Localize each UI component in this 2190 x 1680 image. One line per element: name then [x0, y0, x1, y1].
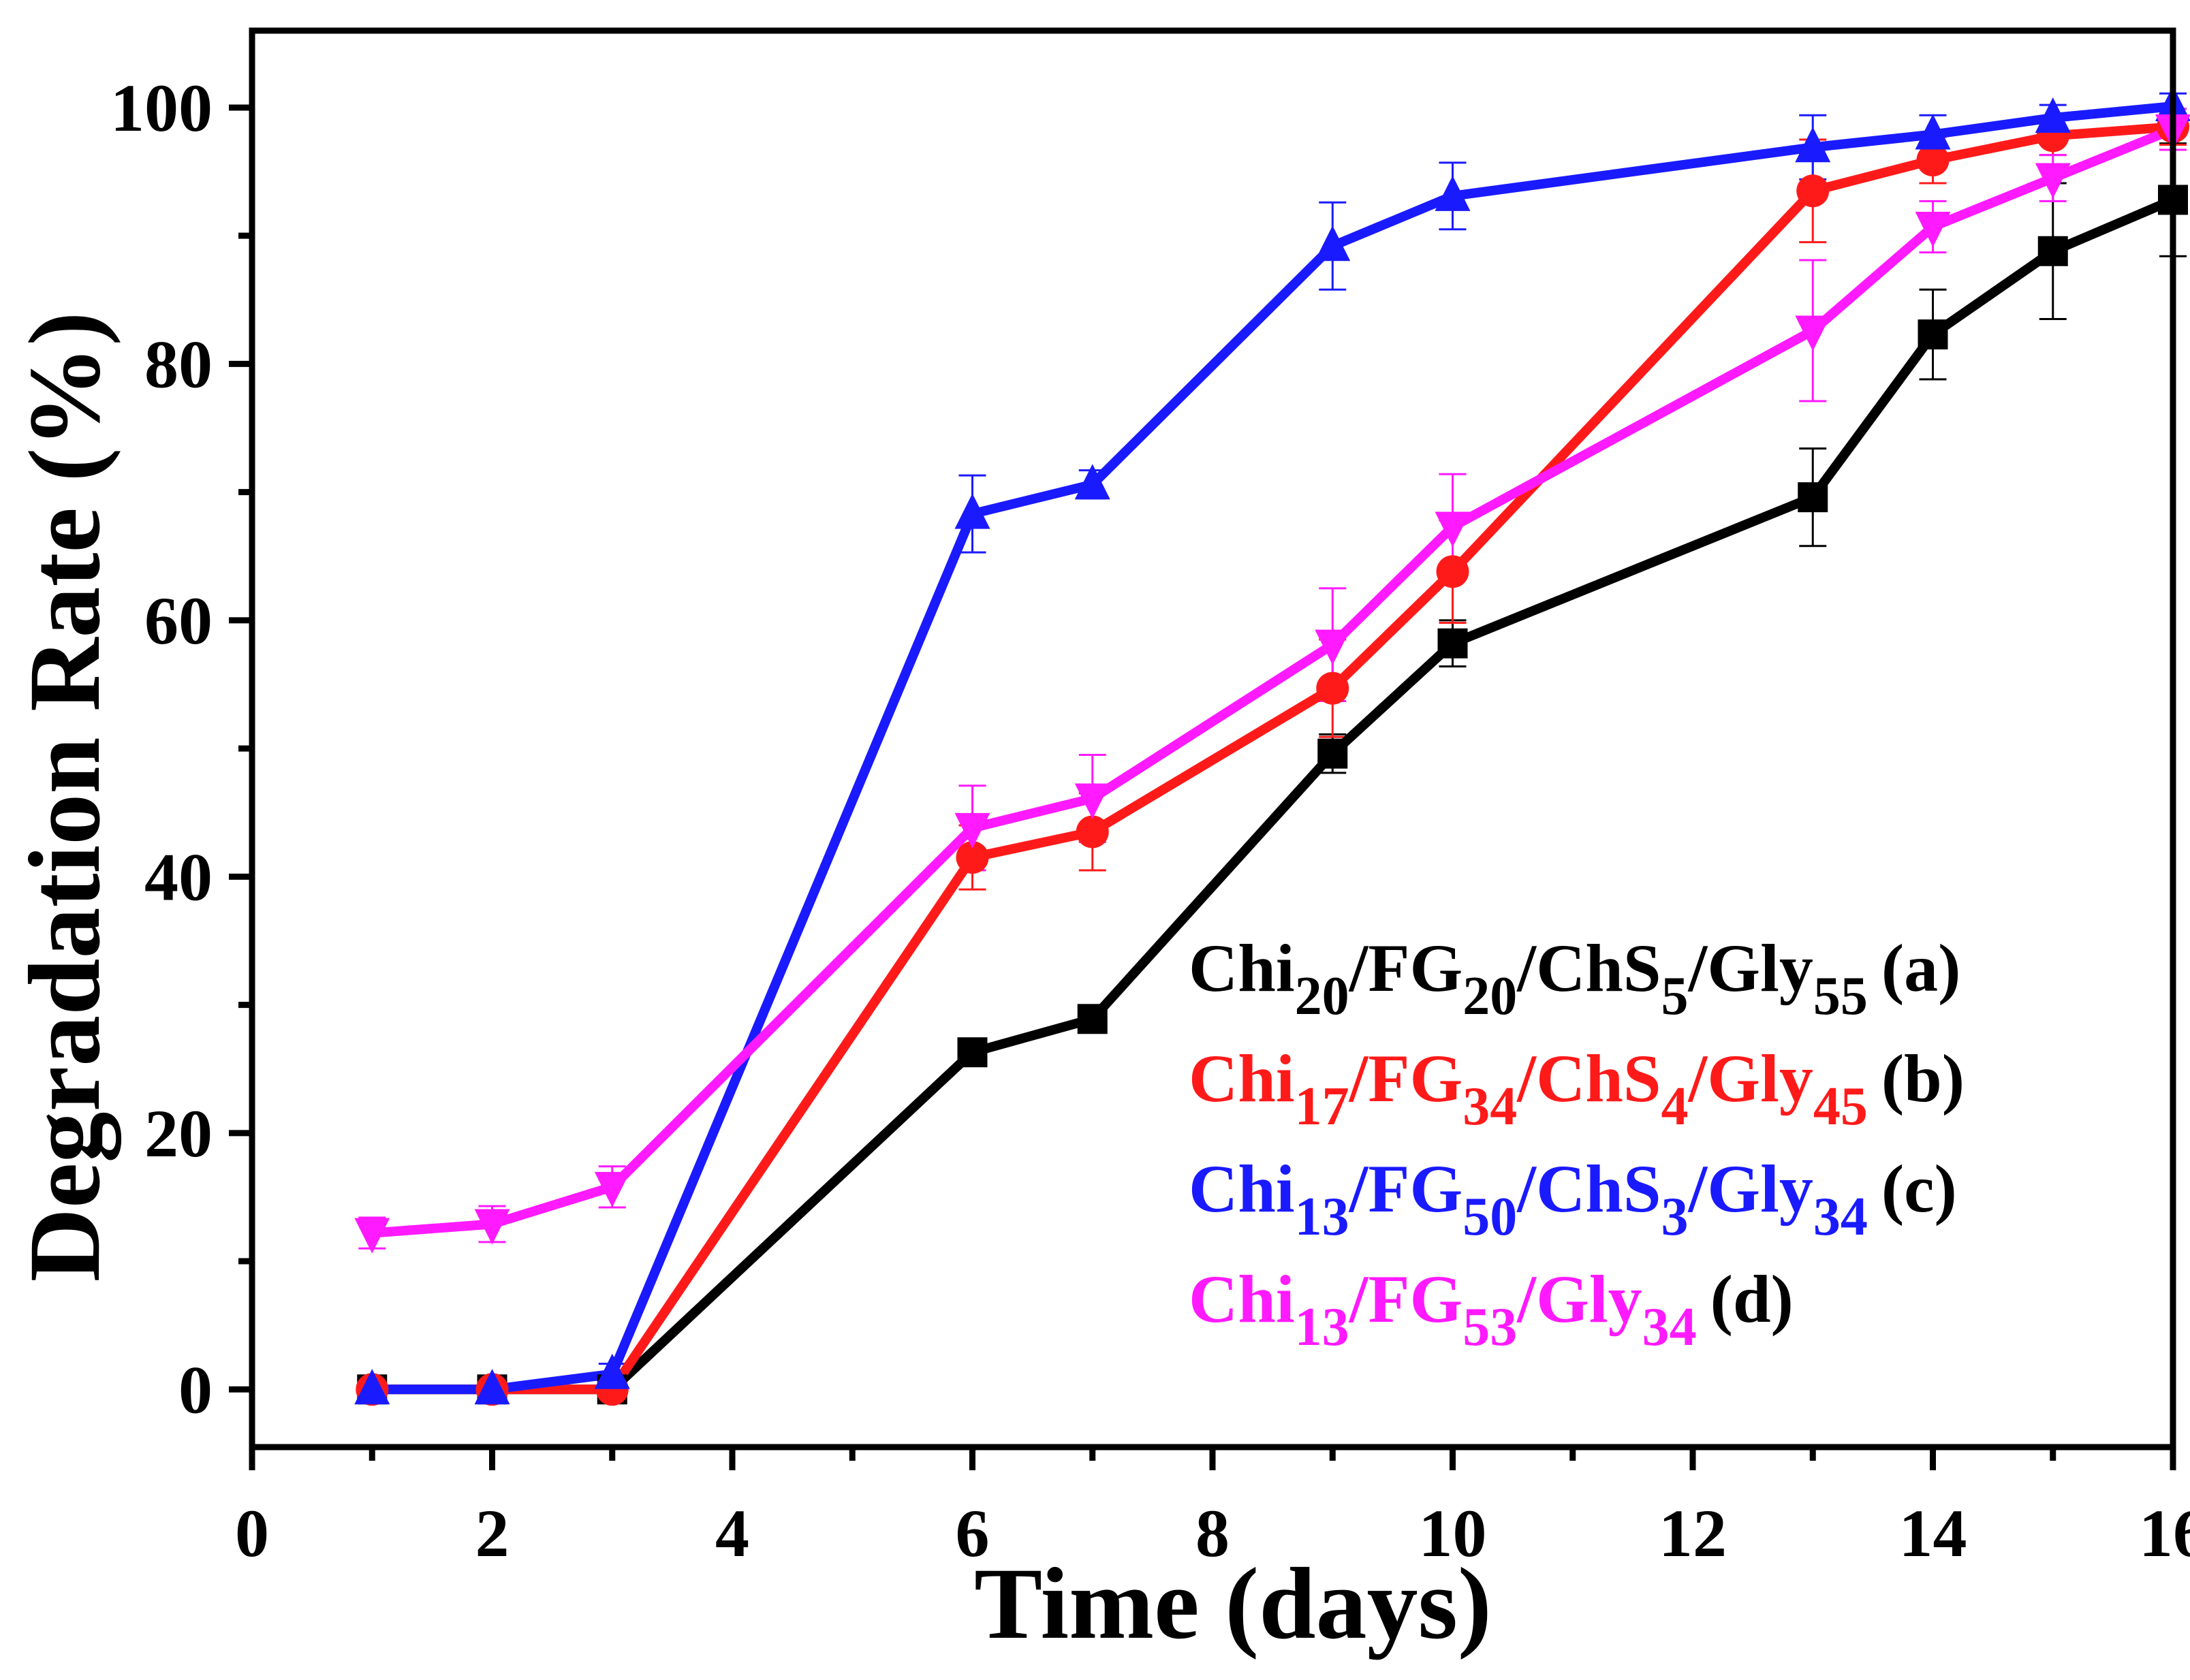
series-b-point	[1436, 555, 1469, 588]
axes-layer: 0 2 4 6 8 10 12 14 16 0 20 40 60 80 100	[110, 27, 2190, 1571]
series-a-point	[1437, 628, 1468, 659]
legend-label-part: /Gly	[1688, 1151, 1813, 1226]
legend-suffix: (c)	[1881, 1151, 1957, 1226]
legend-subscript: 13	[1295, 1187, 1349, 1247]
legend-entry-a: Chi20/FG20/ChS5/Gly55 (a)	[1189, 930, 1960, 1026]
x-tick-label: 14	[1899, 1495, 1967, 1571]
x-tick-label: 2	[475, 1495, 510, 1571]
legend-label-part: /ChS	[1516, 1041, 1661, 1116]
series-d-point	[1074, 783, 1110, 819]
series-c-point	[1795, 127, 1831, 163]
legend-label-part: /ChS	[1516, 1151, 1661, 1226]
series-c-point	[2035, 97, 2071, 133]
y-tick-label: 80	[144, 326, 213, 402]
x-tick-label: 8	[1195, 1495, 1230, 1571]
series-a-point	[2037, 236, 2068, 266]
series-c-point	[1074, 464, 1110, 500]
legend-label-part: Chi	[1189, 1041, 1295, 1116]
legend-suffix: (b)	[1881, 1041, 1965, 1116]
legend-label-part: /Gly	[1688, 1041, 1813, 1116]
y-tick-label: 100	[110, 70, 213, 146]
series-b-point	[1076, 815, 1109, 849]
series-d-point	[1315, 629, 1351, 665]
x-axis-title: Time (days)	[974, 1547, 1492, 1660]
y-tick-label: 40	[144, 839, 213, 915]
legend-label-part: /ChS	[1516, 930, 1661, 1006]
legend-suffix: (d)	[1710, 1261, 1794, 1337]
legend-subscript: 53	[1462, 1297, 1517, 1357]
series-d-point	[2035, 163, 2071, 199]
legend-subscript: 17	[1295, 1077, 1349, 1137]
series-a-point	[1918, 319, 1948, 350]
series-d-point	[1435, 511, 1471, 548]
legend-label-part: Chi	[1189, 1261, 1295, 1337]
legend-label-part: Chi	[1189, 930, 1295, 1006]
series-c-point	[954, 493, 990, 529]
x-tick-label: 16	[2139, 1495, 2190, 1571]
legend-label-part: /Gly	[1516, 1261, 1642, 1337]
series-c-point	[594, 1353, 630, 1389]
series-c-point	[1915, 114, 1951, 150]
legend-subscript: 45	[1813, 1077, 1868, 1137]
series-b-point	[1316, 671, 1349, 705]
y-tick-label: 0	[178, 1352, 213, 1427]
y-axis-title: Degradation Rate (%)	[8, 312, 121, 1282]
legend-label-part: /Gly	[1688, 930, 1813, 1006]
series-d-point	[354, 1218, 390, 1254]
y-tick-label: 20	[144, 1096, 213, 1171]
series-c-point	[354, 1369, 390, 1405]
legend-subscript: 4	[1661, 1077, 1689, 1137]
y-tick-label: 60	[144, 583, 213, 659]
legend-label-part: /FG	[1349, 1041, 1463, 1116]
legend-entry-c: Chi13/FG50/ChS3/Gly34 (c)	[1189, 1151, 1957, 1247]
legend-subscript: 34	[1642, 1297, 1697, 1357]
series-a-point	[957, 1037, 988, 1068]
x-tick-label: 12	[1659, 1495, 1727, 1571]
plot-frame	[249, 27, 2176, 1451]
legend-suffix: (a)	[1881, 930, 1961, 1006]
series-b-point	[956, 841, 989, 874]
legend-label-part: /FG	[1349, 1261, 1463, 1337]
legend-subscript: 3	[1661, 1187, 1689, 1247]
series-c-point	[1435, 175, 1471, 211]
legend-label-part: /FG	[1349, 1151, 1463, 1226]
x-tick-label: 10	[1419, 1495, 1487, 1571]
series-d-point	[594, 1171, 630, 1207]
series-d-point	[1915, 212, 1951, 247]
legend-label-part: /FG	[1349, 930, 1463, 1006]
legend-label-part: Chi	[1189, 1151, 1295, 1226]
legend-subscript: 34	[1462, 1077, 1517, 1137]
legend-entry-b: Chi17/FG34/ChS4/Gly45 (b)	[1189, 1041, 1965, 1137]
x-tick-label: 6	[956, 1495, 990, 1571]
legend: Chi20/FG20/ChS5/Gly55 (a)Chi17/FG34/ChS4/…	[1189, 930, 1965, 1357]
legend-subscript: 20	[1462, 966, 1517, 1026]
legend-subscript: 20	[1295, 966, 1349, 1026]
legend-subscript: 13	[1295, 1297, 1349, 1357]
x-tick-label: 4	[715, 1495, 749, 1571]
series-d-point	[474, 1209, 510, 1245]
series-c-point	[474, 1369, 510, 1405]
series-c-point	[1315, 225, 1351, 261]
series-a-point	[1798, 482, 1828, 513]
legend-subscript: 34	[1813, 1187, 1868, 1247]
x-tick-label: 0	[235, 1495, 269, 1571]
legend-subscript: 55	[1813, 966, 1868, 1026]
series-b-point	[1796, 174, 1830, 208]
series-a-point	[1077, 1004, 1108, 1034]
legend-subscript: 50	[1462, 1187, 1517, 1247]
series-a-point	[1317, 738, 1348, 769]
legend-entry-d: Chi13/FG53/Gly34 (d)	[1189, 1261, 1794, 1357]
series-d-point	[1795, 315, 1831, 351]
legend-subscript: 5	[1661, 966, 1689, 1026]
series-b-point	[1916, 144, 1950, 177]
series-d-point	[954, 812, 990, 849]
